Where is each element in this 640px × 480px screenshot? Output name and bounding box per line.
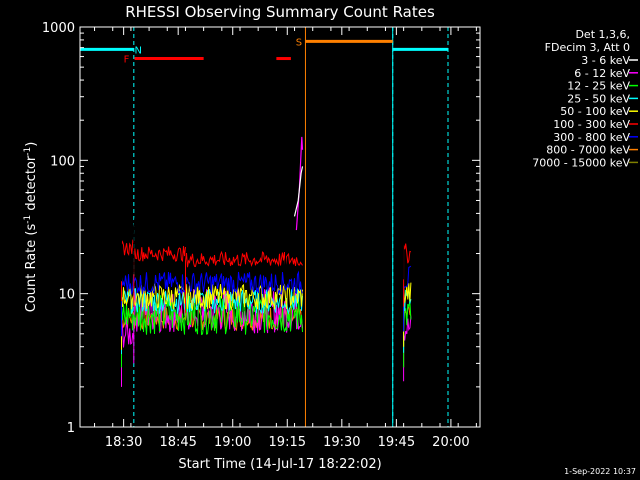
x-tick-label: 20:00: [432, 435, 469, 450]
series-trace: [121, 293, 303, 368]
x-axis-label: Start Time (14-Jul-17 18:22:02): [178, 457, 381, 472]
series-trace: [121, 283, 303, 350]
state-label-N: N: [134, 45, 141, 56]
series-trace: [285, 211, 303, 273]
y-axis-label: Count Rate (s-1 detector-1): [23, 142, 39, 313]
legend-entry-label: 800 - 7000 keV: [546, 144, 630, 157]
legend-entry-label: 50 - 100 keV: [560, 105, 630, 118]
y-tick-label: 100: [50, 154, 75, 169]
series-trace: [403, 217, 412, 280]
series-trace: [121, 221, 135, 282]
chart-title: RHESSI Observing Summary Count Rates: [125, 3, 435, 21]
legend-entry-label: 25 - 50 keV: [567, 92, 630, 105]
series-trace: [133, 211, 286, 275]
y-tick-label: 1000: [42, 21, 75, 36]
series-trace: [133, 246, 186, 307]
legend-entry-label: 12 - 25 keV: [567, 80, 630, 93]
x-tick-label: 18:45: [159, 435, 196, 450]
legend-header: FDecim 3, Att 0: [545, 41, 630, 54]
legend-entry-label: 6 - 12 keV: [574, 67, 630, 80]
series-trace: [121, 318, 135, 387]
x-tick-label: 18:30: [105, 435, 142, 450]
x-axis: 18:30 18:45 19:00 19:15 19:30 19:45 20:00: [94, 27, 477, 450]
series-trace: [403, 316, 412, 382]
timestamp: 1-Sep-2022 10:37: [564, 467, 636, 476]
flare-peak-trace: [293, 166, 304, 217]
plot-frame: [79, 26, 481, 428]
legend-header: Det 1,3,6,: [575, 28, 630, 41]
legend-entry-label: 3 - 6 keV: [581, 54, 630, 67]
x-tick-label: 19:45: [378, 435, 415, 450]
series-trace: [121, 303, 303, 371]
series-trace: [121, 270, 303, 337]
x-tick-label: 19:15: [269, 435, 306, 450]
series-trace: [121, 239, 135, 302]
plot-area: N S F: [79, 27, 449, 427]
flare-peak-trace: [295, 136, 304, 231]
state-label-F: F: [124, 55, 130, 66]
y-tick-label: 10: [58, 288, 75, 303]
x-tick-label: 19:30: [323, 435, 360, 450]
x-tick-label: 19:00: [214, 435, 251, 450]
state-label-S: S: [296, 37, 302, 48]
legend-entry-label: 300 - 800 keV: [553, 131, 630, 144]
legend-entry-label: 7000 - 15000 keV: [532, 156, 630, 169]
series-trace: [185, 250, 303, 313]
legend-entry-label: 100 - 300 keV: [553, 118, 630, 131]
y-tick-label: 1: [67, 421, 75, 436]
y-axis: 1 10 100 1000: [42, 21, 480, 436]
